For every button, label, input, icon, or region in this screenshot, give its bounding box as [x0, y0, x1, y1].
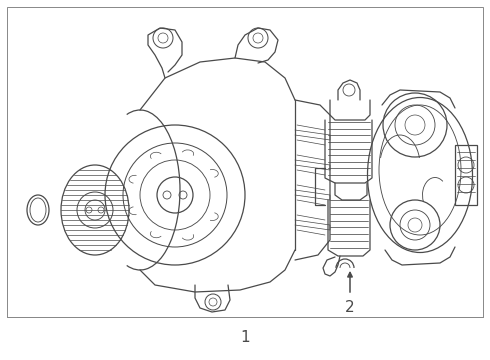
Text: 1: 1: [240, 330, 250, 346]
Text: 2: 2: [345, 301, 355, 315]
Bar: [7, 7, 483, 317]
Bar: [455, 145, 477, 205]
